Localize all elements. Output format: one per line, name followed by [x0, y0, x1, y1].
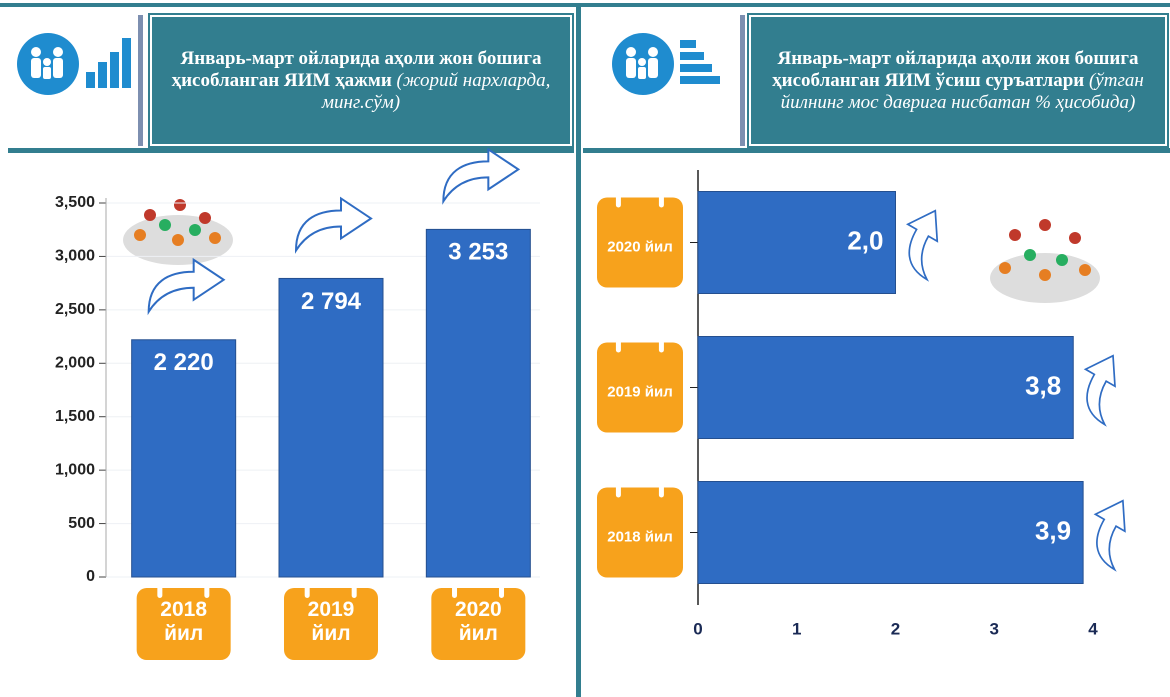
header-rule [8, 148, 574, 153]
y-tick-label: 2018 йил [607, 528, 673, 545]
y-tick-label: 2,500 [55, 301, 95, 318]
header: Январь-март ойларида аҳоли жон бошига ҳи… [747, 13, 1169, 148]
calendar-hook [157, 582, 163, 598]
top-rule [0, 3, 1170, 7]
value-label: 2,0 [847, 225, 883, 255]
calendar-icon [597, 487, 683, 578]
calendar-hook [304, 582, 310, 598]
chart-subtitle: (жорий нархларда, минг.сўм) [321, 69, 551, 113]
calendar-hook [351, 582, 357, 598]
chart-title: Январь-март ойларида аҳоли жон бошига ҳи… [171, 47, 542, 91]
x-tick-label: 4 [1088, 619, 1098, 638]
x-tick-label: 0 [693, 619, 702, 638]
arrow-icon [1093, 499, 1126, 572]
value-label: 3,8 [1025, 370, 1061, 400]
calendar-hook [658, 191, 664, 208]
calendar-hook [615, 481, 621, 498]
value-label: 2 220 [154, 349, 214, 376]
bar [131, 339, 237, 578]
crowd [123, 199, 233, 265]
x-tick-label: 3 [990, 619, 999, 638]
y-tick-label: 1,500 [55, 408, 95, 425]
crowd [990, 219, 1100, 303]
header-stripe [740, 15, 745, 146]
icon-people [31, 47, 63, 79]
calendar-icon [597, 197, 683, 288]
header-rule [583, 148, 1170, 153]
calendar-hook [615, 336, 621, 353]
arrow-icon [147, 257, 226, 316]
icon-people [626, 47, 658, 79]
value-label: 2 794 [301, 288, 362, 315]
bar [697, 191, 896, 294]
x-tick-label: 2018 йил [160, 598, 208, 645]
chart-title: Январь-март ойларида аҳоли жон бошига ҳи… [772, 47, 1139, 91]
y-tick-label: 3,000 [55, 248, 95, 265]
arrow-icon [294, 196, 373, 254]
value-label: 3,9 [1035, 515, 1071, 545]
y-tick-label: 500 [68, 515, 95, 532]
value-label: 3 253 [448, 239, 508, 266]
bar [278, 277, 384, 578]
icon-steps [680, 40, 720, 84]
bar [697, 336, 1074, 439]
calendar-icon [597, 342, 683, 433]
calendar-icon [431, 588, 526, 660]
bar [697, 481, 1084, 584]
arrow-icon [1083, 354, 1116, 427]
calendar-hook [452, 582, 458, 598]
header: Январь-март ойларида аҳоли жон бошига ҳи… [148, 13, 574, 148]
chart-subtitle: (ўтган йилнинг мос даврига нисбатан % ҳи… [780, 69, 1144, 113]
calendar-hook [204, 582, 210, 598]
bar [425, 228, 531, 578]
arrow-icon [905, 209, 939, 282]
arrow-icon [442, 147, 521, 205]
icon-bars [86, 38, 131, 88]
calendar-icon [284, 588, 378, 660]
x-tick-label: 2020 йил [454, 598, 502, 645]
y-tick-label: 1,000 [55, 461, 95, 478]
divider [576, 3, 581, 697]
header-stripe [138, 15, 143, 146]
x-tick-label: 2019 йил [307, 598, 355, 645]
calendar-hook [615, 191, 621, 208]
calendar-hook [658, 481, 664, 498]
y-tick-label: 2019 йил [607, 383, 673, 400]
calendar-hook [499, 582, 505, 598]
y-tick-label: 0 [86, 568, 95, 585]
calendar-icon [136, 588, 231, 660]
x-tick-label: 2 [891, 619, 900, 638]
x-tick-label: 1 [792, 619, 801, 638]
y-tick-label: 2,000 [55, 355, 95, 372]
y-tick-label: 3,500 [55, 194, 95, 211]
calendar-hook [658, 336, 664, 353]
y-tick-label: 2020 йил [607, 238, 673, 255]
